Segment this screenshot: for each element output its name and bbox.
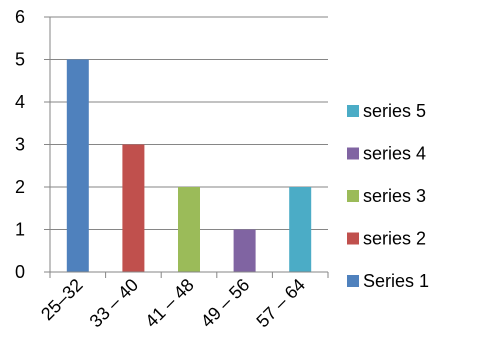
y-tick-label: 3	[15, 135, 25, 155]
x-tick-label: 49 – 56	[197, 275, 254, 332]
bar-series-5	[289, 187, 312, 272]
x-tick-label: 33 – 40	[86, 275, 143, 332]
y-tick-label: 1	[15, 220, 25, 240]
y-tick-label: 4	[15, 92, 25, 112]
bars	[66, 59, 312, 272]
y-tick-label: 5	[15, 50, 25, 70]
x-tick-label: 25–32	[37, 275, 87, 325]
axes	[44, 16, 329, 278]
legend-label: Series 1	[363, 271, 429, 291]
bar-series-2	[122, 144, 145, 272]
legend-label: series 4	[363, 144, 426, 164]
legend-swatch	[347, 147, 359, 160]
bar-series-3	[178, 187, 200, 272]
x-tick-label: 57 – 64	[252, 275, 309, 332]
bar-series-1	[66, 59, 89, 272]
y-tick-label: 2	[15, 177, 25, 197]
bar-series-4	[233, 229, 256, 272]
legend: series 5 series 4 series 3 series 2 Series 1	[347, 101, 429, 291]
gridlines	[50, 16, 328, 230]
y-tick-label: 6	[15, 7, 25, 27]
y-tick-labels: 0 1 2 3 4 5 6	[15, 7, 25, 282]
x-tick-label: 41 – 48	[141, 275, 198, 332]
legend-swatch	[347, 190, 359, 202]
y-tick-label: 0	[15, 262, 25, 282]
legend-label: series 3	[363, 186, 426, 206]
legend-label: series 2	[363, 229, 426, 249]
legend-swatch	[347, 105, 359, 117]
legend-swatch	[347, 232, 359, 245]
legend-swatch	[347, 275, 359, 287]
legend-label: series 5	[363, 101, 426, 121]
